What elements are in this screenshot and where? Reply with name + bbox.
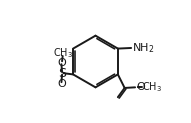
- Text: S: S: [58, 67, 66, 80]
- Text: CH$_3$: CH$_3$: [142, 80, 162, 94]
- Text: CH$_3$: CH$_3$: [53, 46, 73, 60]
- Text: O: O: [57, 58, 66, 68]
- Text: O: O: [57, 79, 66, 89]
- Text: NH$_2$: NH$_2$: [132, 41, 154, 55]
- Text: O: O: [136, 82, 145, 92]
